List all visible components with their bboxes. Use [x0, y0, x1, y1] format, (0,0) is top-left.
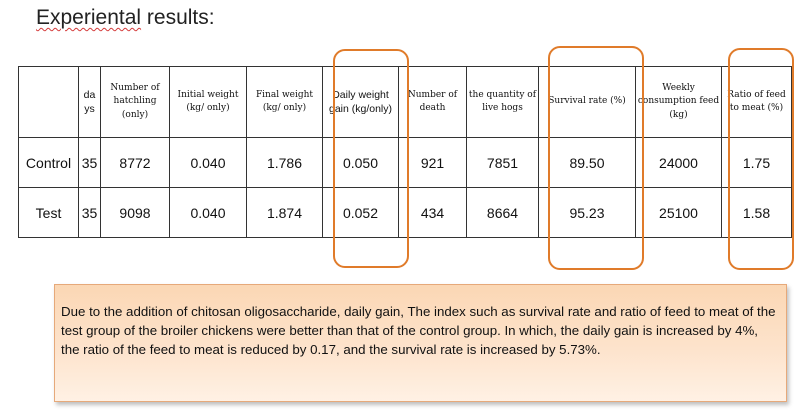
table-row: Test 35 9098 0.040 1.874 0.052 434 8664 …: [18, 187, 792, 238]
cell-weekly-feed: 25100: [635, 187, 722, 238]
header-blank: [18, 66, 79, 138]
cell-hatchling: 9098: [100, 187, 170, 238]
cell-feed-meat-ratio: 1.75: [721, 137, 792, 188]
row-label-control: Control: [18, 137, 79, 188]
table-header-row: da ys Number of hatchling (only) Initial…: [18, 66, 792, 138]
cell-final-weight: 1.874: [246, 187, 323, 238]
cell-survival-rate: 95.23: [538, 187, 636, 238]
cell-hatchling: 8772: [100, 137, 170, 188]
header-days: da ys: [78, 66, 101, 138]
cell-initial-weight: 0.040: [169, 137, 247, 188]
cell-final-weight: 1.786: [246, 137, 323, 188]
daily-gain-highlight: [333, 49, 409, 268]
conclusion-note: Due to the addition of chitosan oligosac…: [54, 284, 787, 402]
header-weekly-feed: Weekly consumption feed (kg): [635, 66, 722, 138]
title-rest: results:: [141, 6, 215, 29]
title-misspelled-word: Experiental: [36, 6, 142, 29]
cell-days: 35: [78, 187, 101, 238]
cell-live-hogs: 7851: [466, 137, 539, 188]
header-deaths: Number of death: [398, 66, 467, 138]
header-hatchling: Number of hatchling (only): [100, 66, 170, 138]
header-feed-meat-ratio: Ratio of feed to meat (%): [721, 66, 792, 138]
results-table: da ys Number of hatchling (only) Initial…: [18, 66, 792, 238]
header-initial-weight: Initial weight (kg/ only): [169, 66, 247, 138]
cell-feed-meat-ratio: 1.58: [721, 187, 792, 238]
row-label-test: Test: [18, 187, 79, 238]
page-title: Experiental results:: [36, 6, 215, 30]
survival-rate-highlight: [548, 46, 644, 270]
cell-deaths: 434: [398, 187, 467, 238]
feed-meat-ratio-highlight: [728, 48, 794, 270]
cell-deaths: 921: [398, 137, 467, 188]
header-live-hogs: the quantity of live hogs: [466, 66, 539, 138]
cell-initial-weight: 0.040: [169, 187, 247, 238]
table-row: Control 35 8772 0.040 1.786 0.050 921 78…: [18, 137, 792, 188]
cell-live-hogs: 8664: [466, 187, 539, 238]
header-survival-rate: Survival rate (%): [538, 66, 636, 138]
cell-days: 35: [78, 137, 101, 188]
header-final-weight: Final weight (kg/ only): [246, 66, 323, 138]
cell-weekly-feed: 24000: [635, 137, 722, 188]
